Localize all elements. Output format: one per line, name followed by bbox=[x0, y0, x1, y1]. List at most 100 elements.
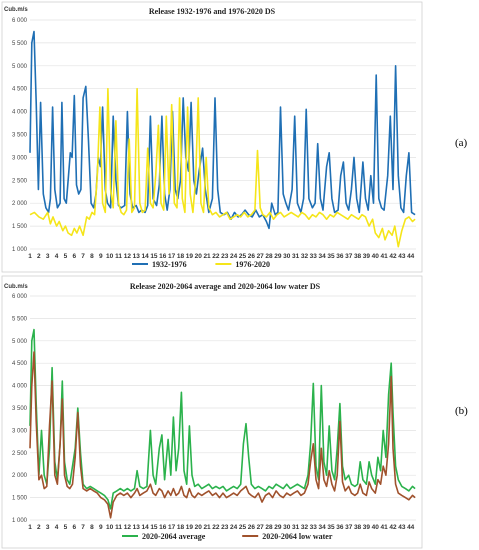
x-tick-label: 11 bbox=[115, 524, 122, 531]
x-tick-label: 27 bbox=[257, 524, 265, 531]
y-tick-label: 2 000 bbox=[12, 473, 28, 479]
x-tick-label: 29 bbox=[274, 524, 282, 531]
x-tick-label: 23 bbox=[221, 253, 229, 260]
y-tick-label: 4 500 bbox=[12, 87, 28, 93]
x-tick-label: 23 bbox=[221, 524, 229, 531]
y-tick-label: 4 500 bbox=[12, 361, 28, 367]
chart-b-y-ticks: 1 000 1 500 2 000 2 500 3 000 3 500 4 000 4 500… bbox=[12, 294, 28, 524]
x-tick-label: 32 bbox=[301, 253, 309, 260]
chart-b-frame bbox=[1, 275, 423, 549]
x-tick-label: 33 bbox=[310, 524, 318, 531]
chart-a-x-ticks: 1 2 3 4 5 6 7 8 9 10 11 12 13 14 15 16 17 18 19 20 21 22 23 24 2… bbox=[28, 253, 414, 260]
x-tick-label: 35 bbox=[327, 524, 335, 531]
chart-panel-b: Release 2020-2064 average and 2020-2064 … bbox=[1, 275, 423, 549]
x-tick-label: 32 bbox=[301, 524, 309, 531]
y-tick-label: 5 000 bbox=[12, 339, 28, 345]
y-tick-label: 1 000 bbox=[12, 518, 28, 524]
y-tick-label: 5 500 bbox=[12, 316, 28, 322]
x-tick-label: 1 bbox=[28, 524, 32, 531]
x-tick-label: 38 bbox=[354, 253, 362, 260]
legend-entry: 2020-2064 low water bbox=[262, 532, 333, 541]
chart-b-series bbox=[29, 328, 416, 519]
y-tick-label: 6 000 bbox=[12, 18, 28, 24]
x-tick-label: 15 bbox=[150, 524, 158, 531]
x-tick-label: 8 bbox=[90, 253, 94, 260]
x-tick-label: 25 bbox=[239, 253, 247, 260]
x-tick-label: 10 bbox=[106, 253, 114, 260]
series-line-2 bbox=[29, 87, 416, 248]
x-tick-label: 34 bbox=[319, 253, 327, 260]
panel-a-label: (a) bbox=[455, 137, 468, 149]
y-tick-label: 1 500 bbox=[12, 224, 28, 230]
y-tick-label: 5 000 bbox=[12, 64, 28, 70]
x-tick-label: 20 bbox=[195, 524, 203, 531]
x-tick-label: 27 bbox=[257, 253, 265, 260]
panel-b-label: (b) bbox=[455, 405, 468, 417]
x-tick-label: 8 bbox=[90, 524, 94, 531]
x-tick-label: 4 bbox=[55, 253, 59, 260]
series-line-2 bbox=[29, 351, 416, 519]
x-tick-label: 44 bbox=[407, 524, 415, 531]
x-tick-label: 26 bbox=[248, 253, 256, 260]
legend-entry: 1932-1976 bbox=[152, 260, 187, 269]
x-tick-label: 40 bbox=[372, 253, 380, 260]
x-tick-label: 15 bbox=[150, 253, 158, 260]
y-tick-label: 2 000 bbox=[12, 201, 28, 207]
x-tick-label: 18 bbox=[177, 253, 185, 260]
x-tick-label: 31 bbox=[292, 524, 300, 531]
x-tick-label: 26 bbox=[248, 524, 256, 531]
x-tick-label: 14 bbox=[141, 253, 149, 260]
x-tick-label: 37 bbox=[345, 253, 353, 260]
x-tick-label: 13 bbox=[133, 253, 141, 260]
x-tick-label: 11 bbox=[115, 253, 122, 260]
x-tick-label: 30 bbox=[283, 253, 291, 260]
legend-entry: 2020-2064 average bbox=[142, 532, 206, 541]
x-tick-label: 16 bbox=[159, 524, 167, 531]
x-tick-label: 6 bbox=[72, 524, 76, 531]
x-tick-label: 19 bbox=[186, 524, 194, 531]
x-tick-label: 6 bbox=[72, 253, 76, 260]
y-tick-label: 4 000 bbox=[12, 110, 28, 116]
x-tick-label: 16 bbox=[159, 253, 167, 260]
chart-b-y-axis-label: Cub.m/s bbox=[4, 284, 28, 290]
chart-a-frame bbox=[1, 1, 423, 273]
y-tick-label: 3 000 bbox=[12, 155, 28, 161]
chart-a-y-ticks: 1 000 1 500 2 000 2 500 3 000 3 500 4 000 4 500… bbox=[12, 18, 28, 253]
y-tick-label: 4 000 bbox=[12, 384, 28, 390]
y-tick-label: 2 500 bbox=[12, 451, 28, 457]
x-tick-label: 25 bbox=[239, 524, 247, 531]
x-tick-label: 2 bbox=[37, 524, 41, 531]
x-tick-label: 44 bbox=[407, 253, 415, 260]
x-tick-label: 10 bbox=[106, 524, 114, 531]
x-tick-label: 9 bbox=[99, 524, 103, 531]
x-tick-label: 21 bbox=[203, 524, 211, 531]
x-tick-label: 30 bbox=[283, 524, 291, 531]
x-tick-label: 3 bbox=[46, 253, 50, 260]
x-tick-label: 21 bbox=[203, 253, 211, 260]
x-tick-label: 39 bbox=[363, 253, 371, 260]
series-line-1 bbox=[29, 328, 416, 510]
x-tick-label: 7 bbox=[81, 524, 85, 531]
x-tick-label: 13 bbox=[133, 524, 141, 531]
x-tick-label: 29 bbox=[274, 253, 282, 260]
y-tick-label: 3 500 bbox=[12, 133, 28, 139]
y-tick-label: 1 000 bbox=[12, 247, 28, 253]
chart-panel-a: Release 1932-1976 and 1976-2020 DS Cub.m… bbox=[1, 1, 423, 273]
x-tick-label: 42 bbox=[389, 253, 397, 260]
y-tick-label: 2 500 bbox=[12, 178, 28, 184]
x-tick-label: 35 bbox=[327, 253, 335, 260]
y-tick-label: 6 000 bbox=[12, 294, 28, 300]
x-tick-label: 36 bbox=[336, 524, 344, 531]
x-tick-label: 14 bbox=[141, 524, 149, 531]
x-tick-label: 17 bbox=[168, 253, 176, 260]
x-tick-label: 39 bbox=[363, 524, 371, 531]
x-tick-label: 37 bbox=[345, 524, 353, 531]
y-tick-label: 5 500 bbox=[12, 41, 28, 47]
x-tick-label: 33 bbox=[310, 253, 318, 260]
x-tick-label: 40 bbox=[372, 524, 380, 531]
x-tick-label: 3 bbox=[46, 524, 50, 531]
x-tick-label: 24 bbox=[230, 253, 238, 260]
chart-a-title: Release 1932-1976 and 1976-2020 DS bbox=[149, 7, 276, 16]
x-tick-label: 24 bbox=[230, 524, 238, 531]
